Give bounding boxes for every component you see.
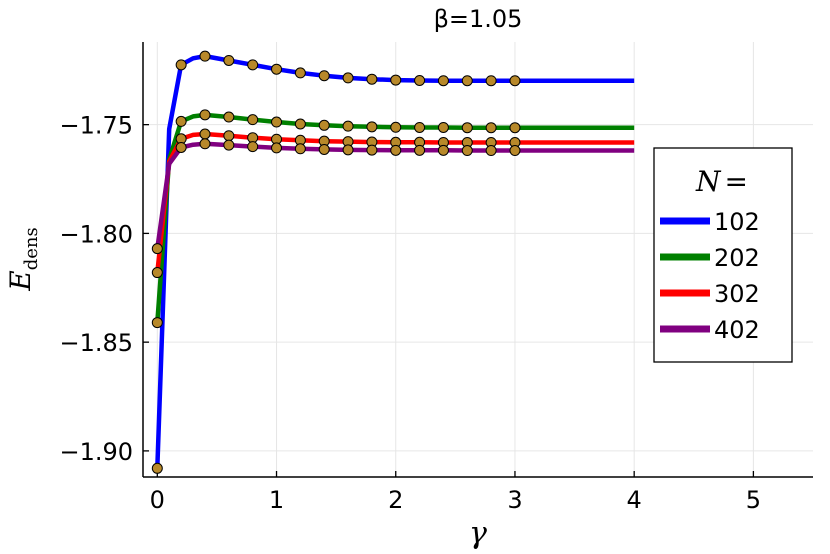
data-point-402 [318, 143, 330, 155]
data-point-202 [199, 109, 211, 121]
data-point-102 [390, 74, 402, 86]
data-point-202 [223, 111, 235, 123]
data-point-102 [414, 74, 426, 86]
data-point-202 [485, 122, 497, 134]
x-tick-label: 5 [746, 486, 761, 514]
data-point-402 [437, 144, 449, 156]
legend-title-variable: N [695, 165, 722, 198]
y-tick-label: −1.80 [59, 220, 133, 248]
data-point-402 [414, 144, 426, 156]
data-point-102 [318, 70, 330, 82]
data-point-402 [247, 141, 259, 153]
chart-title: β=1.05 [434, 5, 523, 33]
x-tick-label: 4 [627, 486, 642, 514]
data-point-202 [414, 121, 426, 133]
data-point-202 [437, 121, 449, 133]
data-point-402 [223, 139, 235, 151]
data-point-302 [223, 130, 235, 142]
y-axis-label-subscript: dens [21, 227, 42, 270]
data-point-102 [437, 75, 449, 87]
x-axis-ticks: 0 1 2 3 4 5 [150, 471, 761, 514]
x-tick-label: 1 [269, 486, 284, 514]
data-point-202 [294, 118, 306, 130]
series-markers [151, 50, 521, 474]
data-point-402 [199, 138, 211, 150]
data-point-102 [294, 67, 306, 79]
data-point-102 [509, 75, 521, 87]
legend-label-402: 402 [714, 316, 760, 344]
data-point-102 [366, 73, 378, 85]
data-point-402 [175, 141, 187, 153]
data-point-402 [390, 144, 402, 156]
data-point-202 [271, 116, 283, 128]
x-tick-label: 2 [388, 486, 403, 514]
data-point-202 [509, 122, 521, 134]
data-point-202 [247, 114, 259, 126]
data-point-102 [485, 75, 497, 87]
data-point-102 [199, 50, 211, 62]
legend-label-302: 302 [714, 280, 760, 308]
data-point-302 [151, 267, 163, 279]
data-point-402 [342, 144, 354, 156]
data-point-102 [151, 462, 163, 474]
data-point-402 [485, 145, 497, 157]
data-point-202 [390, 121, 402, 133]
y-tick-label: −1.90 [59, 438, 133, 466]
legend-label-202: 202 [714, 244, 760, 272]
data-point-402 [151, 243, 163, 255]
y-axis-ticks: −1.90 −1.85 −1.80 −1.75 [59, 112, 149, 466]
data-point-102 [461, 75, 473, 87]
data-point-202 [151, 317, 163, 329]
data-point-102 [223, 54, 235, 66]
data-point-402 [271, 142, 283, 154]
legend-entries: 102 202 302 402 [660, 208, 760, 344]
x-tick-label: 0 [150, 486, 165, 514]
data-point-202 [175, 115, 187, 127]
data-point-202 [366, 121, 378, 133]
legend-label-102: 102 [714, 208, 760, 236]
data-point-102 [247, 59, 259, 71]
data-point-202 [318, 119, 330, 131]
data-point-302 [199, 128, 211, 140]
y-tick-label: −1.85 [59, 329, 133, 357]
data-point-102 [271, 63, 283, 75]
data-point-202 [461, 122, 473, 134]
data-point-202 [342, 120, 354, 132]
legend-title-equals: = [725, 165, 748, 198]
svg-text:Edens: Edens [4, 227, 42, 291]
data-point-402 [366, 144, 378, 156]
legend-title: N = [695, 165, 748, 198]
data-point-402 [509, 145, 521, 157]
y-tick-label: −1.75 [59, 112, 133, 140]
x-tick-label: 3 [507, 486, 522, 514]
data-point-402 [294, 143, 306, 155]
data-point-102 [175, 59, 187, 71]
x-axis-label: γ [469, 516, 487, 551]
y-axis-label: Edens [4, 227, 42, 291]
data-point-402 [461, 145, 473, 157]
legend: N = 102 202 302 402 [653, 147, 793, 363]
data-point-102 [342, 72, 354, 84]
y-axis-label-main: E [4, 270, 37, 291]
